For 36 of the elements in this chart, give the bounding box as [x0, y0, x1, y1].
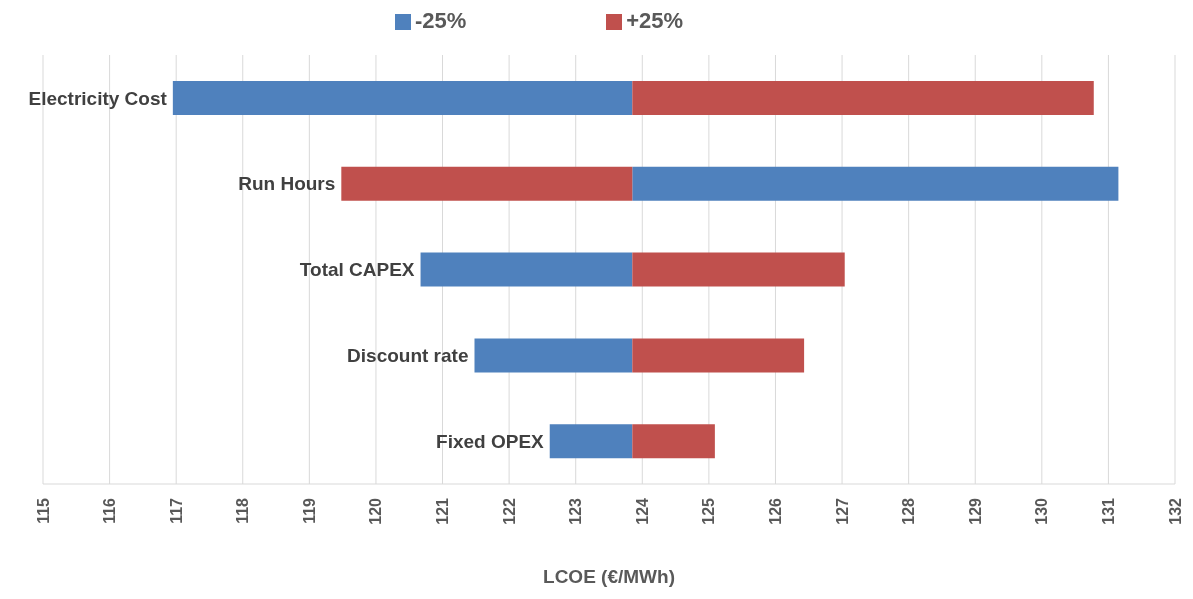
x-tick-label: 128	[900, 497, 918, 525]
bar	[632, 424, 715, 459]
x-tick-label: 117	[167, 497, 185, 524]
x-tick-label: 118	[234, 497, 252, 524]
x-tick-label: 121	[434, 497, 452, 525]
x-tick-label: 120	[367, 497, 385, 525]
x-tick-label: 115	[34, 497, 52, 524]
x-axis-title: LCOE (€/MWh)	[543, 566, 675, 587]
x-tick-label: 132	[1166, 497, 1184, 525]
y-tick-label: Discount rate	[347, 344, 469, 366]
x-tick-label: 127	[833, 497, 851, 525]
x-tick-label: 125	[700, 497, 718, 525]
x-tick-label: 131	[1099, 497, 1117, 525]
x-tick-label: 130	[1033, 497, 1051, 525]
bar	[632, 338, 805, 373]
y-tick-label: Fixed OPEX	[436, 430, 545, 452]
x-tick-label: 126	[766, 497, 784, 525]
bar	[632, 166, 1119, 201]
x-tick-label: 119	[300, 497, 318, 524]
bar	[341, 166, 633, 201]
legend-label: -25%	[414, 8, 467, 33]
x-tick-label: 123	[567, 497, 585, 525]
x-tick-label: 116	[101, 497, 119, 524]
x-tick-label: 124	[633, 497, 651, 525]
bar	[474, 338, 633, 373]
bar	[420, 252, 633, 287]
legend-label: +25%	[626, 8, 684, 33]
y-tick-label: Run Hours	[238, 173, 336, 195]
y-tick-label: Total CAPEX	[299, 259, 415, 281]
x-tick-label: 129	[966, 497, 984, 525]
bar	[549, 424, 633, 459]
x-tick-label: 122	[500, 497, 518, 525]
bar	[632, 252, 845, 287]
bar	[172, 81, 633, 115]
bar	[632, 81, 1094, 115]
y-tick-label: Electricity Cost	[28, 87, 168, 109]
